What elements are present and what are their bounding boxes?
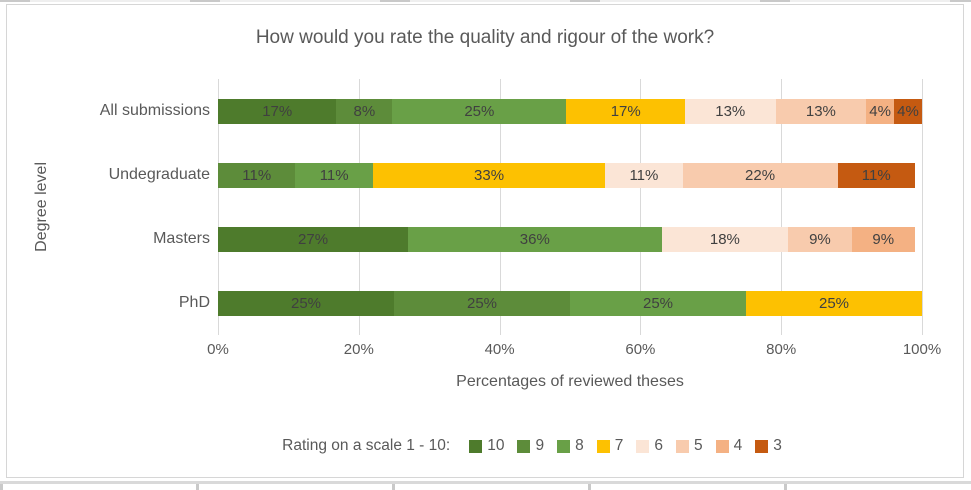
legend-item-10: 10 <box>469 437 504 455</box>
legend-item-5: 5 <box>675 437 703 455</box>
plot-area: 17% 8% 25% 17% 13% 13% 4% 4% 11% 11% 33% 11% 22% 11% 2… <box>218 79 923 335</box>
gridline <box>358 79 360 335</box>
segment-rating-4: 4% <box>866 98 895 124</box>
segment-rating-8: 11% <box>295 162 373 188</box>
gridline <box>218 79 219 335</box>
segment-rating-8: 25% <box>570 290 746 316</box>
bar-all-submissions: 17% 8% 25% 17% 13% 13% 4% 4% <box>218 98 922 124</box>
legend-label-3: 3 <box>773 437 782 454</box>
category-label-undegraduate: Undegraduate <box>108 166 210 183</box>
segment-rating-3: 4% <box>894 98 922 124</box>
legend-swatch-8 <box>557 439 571 453</box>
segment-rating-7: 25% <box>746 290 922 316</box>
segment-rating-3: 11% <box>837 162 915 188</box>
category-label-all-submissions: All submissions <box>99 102 210 119</box>
legend-item-8: 8 <box>557 437 584 455</box>
segment-rating-6: 13% <box>684 98 776 124</box>
segment-rating-9: 11% <box>218 162 296 188</box>
bar-undegraduate: 11% 11% 33% 11% 22% 11% <box>218 162 922 188</box>
legend-label-5: 5 <box>693 437 703 454</box>
legend: Rating on a scale 1 - 10: 10 9 8 7 6 5 4 3 <box>54 437 971 455</box>
spreadsheet-gridline-top <box>0 0 971 2</box>
x-axis-title: Percentages of reviewed theses <box>456 373 684 390</box>
x-tick-label: 40% <box>484 341 515 358</box>
x-tick-label: 60% <box>625 341 656 358</box>
x-tick-label: 100% <box>902 341 942 358</box>
segment-rating-8: 25% <box>392 98 567 124</box>
segment-rating-7: 33% <box>372 162 606 188</box>
segment-rating-5: 22% <box>682 162 838 188</box>
legend-item-6: 6 <box>636 437 663 455</box>
legend-item-9: 9 <box>517 437 544 455</box>
segment-rating-6: 11% <box>605 162 683 188</box>
x-tick-label: 0% <box>207 341 229 358</box>
gridline <box>781 79 783 335</box>
legend-title: Rating on a scale 1 - 10: <box>282 437 451 454</box>
segment-rating-7: 17% <box>566 98 685 124</box>
segment-rating-5: 9% <box>788 226 852 252</box>
legend-label-9: 9 <box>535 437 545 454</box>
category-label-phd: PhD <box>178 294 210 311</box>
gridline <box>922 79 923 335</box>
segment-rating-9: 25% <box>394 290 570 316</box>
legend-swatch-9 <box>517 439 531 453</box>
legend-label-7: 7 <box>614 437 624 454</box>
legend-swatch-4 <box>715 439 729 453</box>
gridline <box>640 79 642 335</box>
segment-rating-5: 13% <box>775 98 867 124</box>
legend-swatch-6 <box>636 439 650 453</box>
segment-rating-10: 27% <box>218 226 409 252</box>
legend-label-8: 8 <box>575 437 584 454</box>
legend-label-4: 4 <box>733 437 743 454</box>
segment-rating-6: 18% <box>661 226 789 252</box>
chart-title: How would you rate the quality and rigou… <box>255 27 715 48</box>
bar-phd: 25% 25% 25% 25% <box>218 290 922 316</box>
x-tick-label: 20% <box>343 341 374 358</box>
x-tick-label: 80% <box>766 341 797 358</box>
category-label-masters: Masters <box>153 230 210 247</box>
segment-rating-10: 25% <box>218 290 394 316</box>
legend-swatch-5 <box>675 439 689 453</box>
segment-rating-10: 17% <box>218 98 337 124</box>
legend-item-4: 4 <box>715 437 743 455</box>
segment-rating-8: 36% <box>408 226 662 252</box>
bar-masters: 27% 36% 18% 9% 9% <box>218 226 922 252</box>
legend-swatch-3 <box>755 439 769 453</box>
legend-item-3: 3 <box>755 437 782 455</box>
chart-frame[interactable]: How would you rate the quality and rigou… <box>6 4 964 478</box>
legend-swatch-7 <box>596 439 610 453</box>
category-axis-labels: All submissions Undegraduate Masters PhD <box>7 79 210 335</box>
segment-rating-4: 9% <box>851 226 915 252</box>
gridline <box>499 79 501 335</box>
spreadsheet-ticks-bottom <box>0 484 971 490</box>
legend-item-7: 7 <box>596 437 624 455</box>
legend-swatch-10 <box>469 439 483 453</box>
segment-rating-9: 8% <box>336 98 393 124</box>
legend-label-10: 10 <box>487 437 505 454</box>
spreadsheet-gridline-bottom <box>0 481 971 484</box>
legend-label-6: 6 <box>654 437 663 454</box>
x-axis-tick-labels: 0% 20% 40% 60% 80% 100% <box>207 341 941 359</box>
